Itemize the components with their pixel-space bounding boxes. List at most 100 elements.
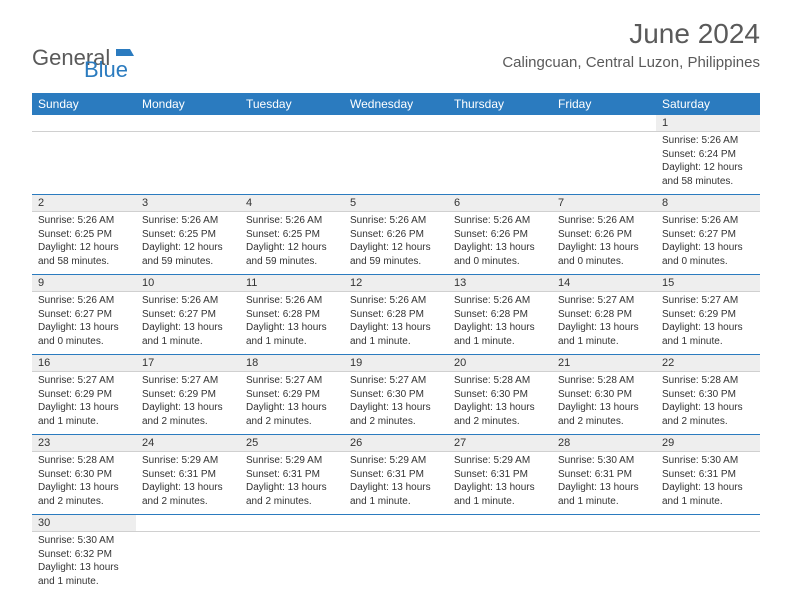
daylight-text: Daylight: 13 hours and 2 minutes. [558,401,650,428]
sunrise-text: Sunrise: 5:27 AM [142,374,234,388]
daylight-text: Daylight: 12 hours and 59 minutes. [142,241,234,268]
daylight-text: Daylight: 13 hours and 1 minute. [454,321,546,348]
sunset-text: Sunset: 6:25 PM [142,228,234,242]
sunset-text: Sunset: 6:29 PM [662,308,754,322]
weekday-saturday: Saturday [656,93,760,115]
day-number: 20 [448,355,552,372]
sunrise-text: Sunrise: 5:28 AM [558,374,650,388]
sunset-text: Sunset: 6:31 PM [142,468,234,482]
sunset-text: Sunset: 6:24 PM [662,148,754,162]
day-number-row: 23242526272829 [32,435,760,452]
day-number: 6 [448,195,552,212]
weekday-tuesday: Tuesday [240,93,344,115]
sunrise-text: Sunrise: 5:26 AM [350,294,442,308]
location-subtitle: Calingcuan, Central Luzon, Philippines [502,54,760,71]
daylight-text: Daylight: 13 hours and 1 minute. [142,321,234,348]
weekday-header-row: Sunday Monday Tuesday Wednesday Thursday… [32,93,760,115]
day-number: 15 [656,275,760,292]
sunset-text: Sunset: 6:26 PM [350,228,442,242]
daylight-text: Daylight: 13 hours and 2 minutes. [38,481,130,508]
day-number [448,515,552,532]
daylight-text: Daylight: 13 hours and 1 minute. [38,401,130,428]
day-number-row: 1 [32,115,760,132]
daylight-text: Daylight: 13 hours and 1 minute. [454,481,546,508]
sunrise-text: Sunrise: 5:26 AM [350,214,442,228]
day-number [448,115,552,132]
day-cell [240,132,344,195]
day-number: 21 [552,355,656,372]
weekday-sunday: Sunday [32,93,136,115]
day-number: 14 [552,275,656,292]
daylight-text: Daylight: 12 hours and 59 minutes. [350,241,442,268]
sunset-text: Sunset: 6:28 PM [246,308,338,322]
sunrise-text: Sunrise: 5:26 AM [558,214,650,228]
day-cell [344,132,448,195]
day-cell: Sunrise: 5:30 AMSunset: 6:31 PMDaylight:… [552,452,656,515]
sunset-text: Sunset: 6:31 PM [246,468,338,482]
day-cell [344,532,448,595]
day-number: 19 [344,355,448,372]
day-number: 22 [656,355,760,372]
sunrise-text: Sunrise: 5:27 AM [558,294,650,308]
day-cell: Sunrise: 5:27 AMSunset: 6:30 PMDaylight:… [344,372,448,435]
daylight-text: Daylight: 13 hours and 2 minutes. [246,401,338,428]
day-cell: Sunrise: 5:26 AMSunset: 6:28 PMDaylight:… [448,292,552,355]
day-number: 5 [344,195,448,212]
daylight-text: Daylight: 13 hours and 1 minute. [246,321,338,348]
daylight-text: Daylight: 13 hours and 2 minutes. [246,481,338,508]
daylight-text: Daylight: 13 hours and 1 minute. [662,321,754,348]
day-number [552,115,656,132]
day-cell: Sunrise: 5:27 AMSunset: 6:29 PMDaylight:… [656,292,760,355]
sunrise-text: Sunrise: 5:29 AM [142,454,234,468]
daylight-text: Daylight: 13 hours and 1 minute. [38,561,130,588]
day-cell: Sunrise: 5:28 AMSunset: 6:30 PMDaylight:… [32,452,136,515]
day-number: 2 [32,195,136,212]
day-cell: Sunrise: 5:27 AMSunset: 6:28 PMDaylight:… [552,292,656,355]
day-cell [552,532,656,595]
day-cell: Sunrise: 5:26 AMSunset: 6:25 PMDaylight:… [240,212,344,275]
logo-text-blue: Blue [84,57,128,82]
sunrise-text: Sunrise: 5:29 AM [246,454,338,468]
sunset-text: Sunset: 6:30 PM [38,468,130,482]
day-cell: Sunrise: 5:30 AMSunset: 6:31 PMDaylight:… [656,452,760,515]
day-cell: Sunrise: 5:27 AMSunset: 6:29 PMDaylight:… [240,372,344,435]
day-content-row: Sunrise: 5:30 AMSunset: 6:32 PMDaylight:… [32,532,760,595]
day-number: 7 [552,195,656,212]
day-number: 28 [552,435,656,452]
day-number: 25 [240,435,344,452]
day-number [656,515,760,532]
sunset-text: Sunset: 6:31 PM [662,468,754,482]
day-cell [136,132,240,195]
daylight-text: Daylight: 13 hours and 1 minute. [662,481,754,508]
day-cell: Sunrise: 5:29 AMSunset: 6:31 PMDaylight:… [240,452,344,515]
sunset-text: Sunset: 6:29 PM [142,388,234,402]
sunset-text: Sunset: 6:30 PM [350,388,442,402]
day-number-row: 16171819202122 [32,355,760,372]
sunrise-text: Sunrise: 5:26 AM [662,214,754,228]
day-cell: Sunrise: 5:28 AMSunset: 6:30 PMDaylight:… [656,372,760,435]
sunset-text: Sunset: 6:31 PM [454,468,546,482]
day-cell: Sunrise: 5:26 AMSunset: 6:28 PMDaylight:… [240,292,344,355]
sunset-text: Sunset: 6:30 PM [454,388,546,402]
day-cell: Sunrise: 5:27 AMSunset: 6:29 PMDaylight:… [32,372,136,435]
day-number: 9 [32,275,136,292]
weekday-monday: Monday [136,93,240,115]
day-number [344,115,448,132]
day-content-row: Sunrise: 5:27 AMSunset: 6:29 PM Daylight:… [32,372,760,435]
weekday-wednesday: Wednesday [344,93,448,115]
sunrise-text: Sunrise: 5:26 AM [246,294,338,308]
day-number: 10 [136,275,240,292]
sunset-text: Sunset: 6:28 PM [558,308,650,322]
day-cell [136,532,240,595]
sunrise-text: Sunrise: 5:26 AM [454,294,546,308]
sunset-text: Sunset: 6:26 PM [454,228,546,242]
day-number: 24 [136,435,240,452]
day-cell: Sunrise: 5:26 AMSunset: 6:26 PMDaylight:… [344,212,448,275]
day-number-row: 2345678 [32,195,760,212]
title-area: June 2024 Calingcuan, Central Luzon, Phi… [502,18,760,71]
day-number: 23 [32,435,136,452]
day-cell: Sunrise: 5:29 AMSunset: 6:31 PMDaylight:… [448,452,552,515]
sunset-text: Sunset: 6:31 PM [350,468,442,482]
day-cell: Sunrise: 5:28 AMSunset: 6:30 PMDaylight:… [552,372,656,435]
daylight-text: Daylight: 13 hours and 1 minute. [558,321,650,348]
